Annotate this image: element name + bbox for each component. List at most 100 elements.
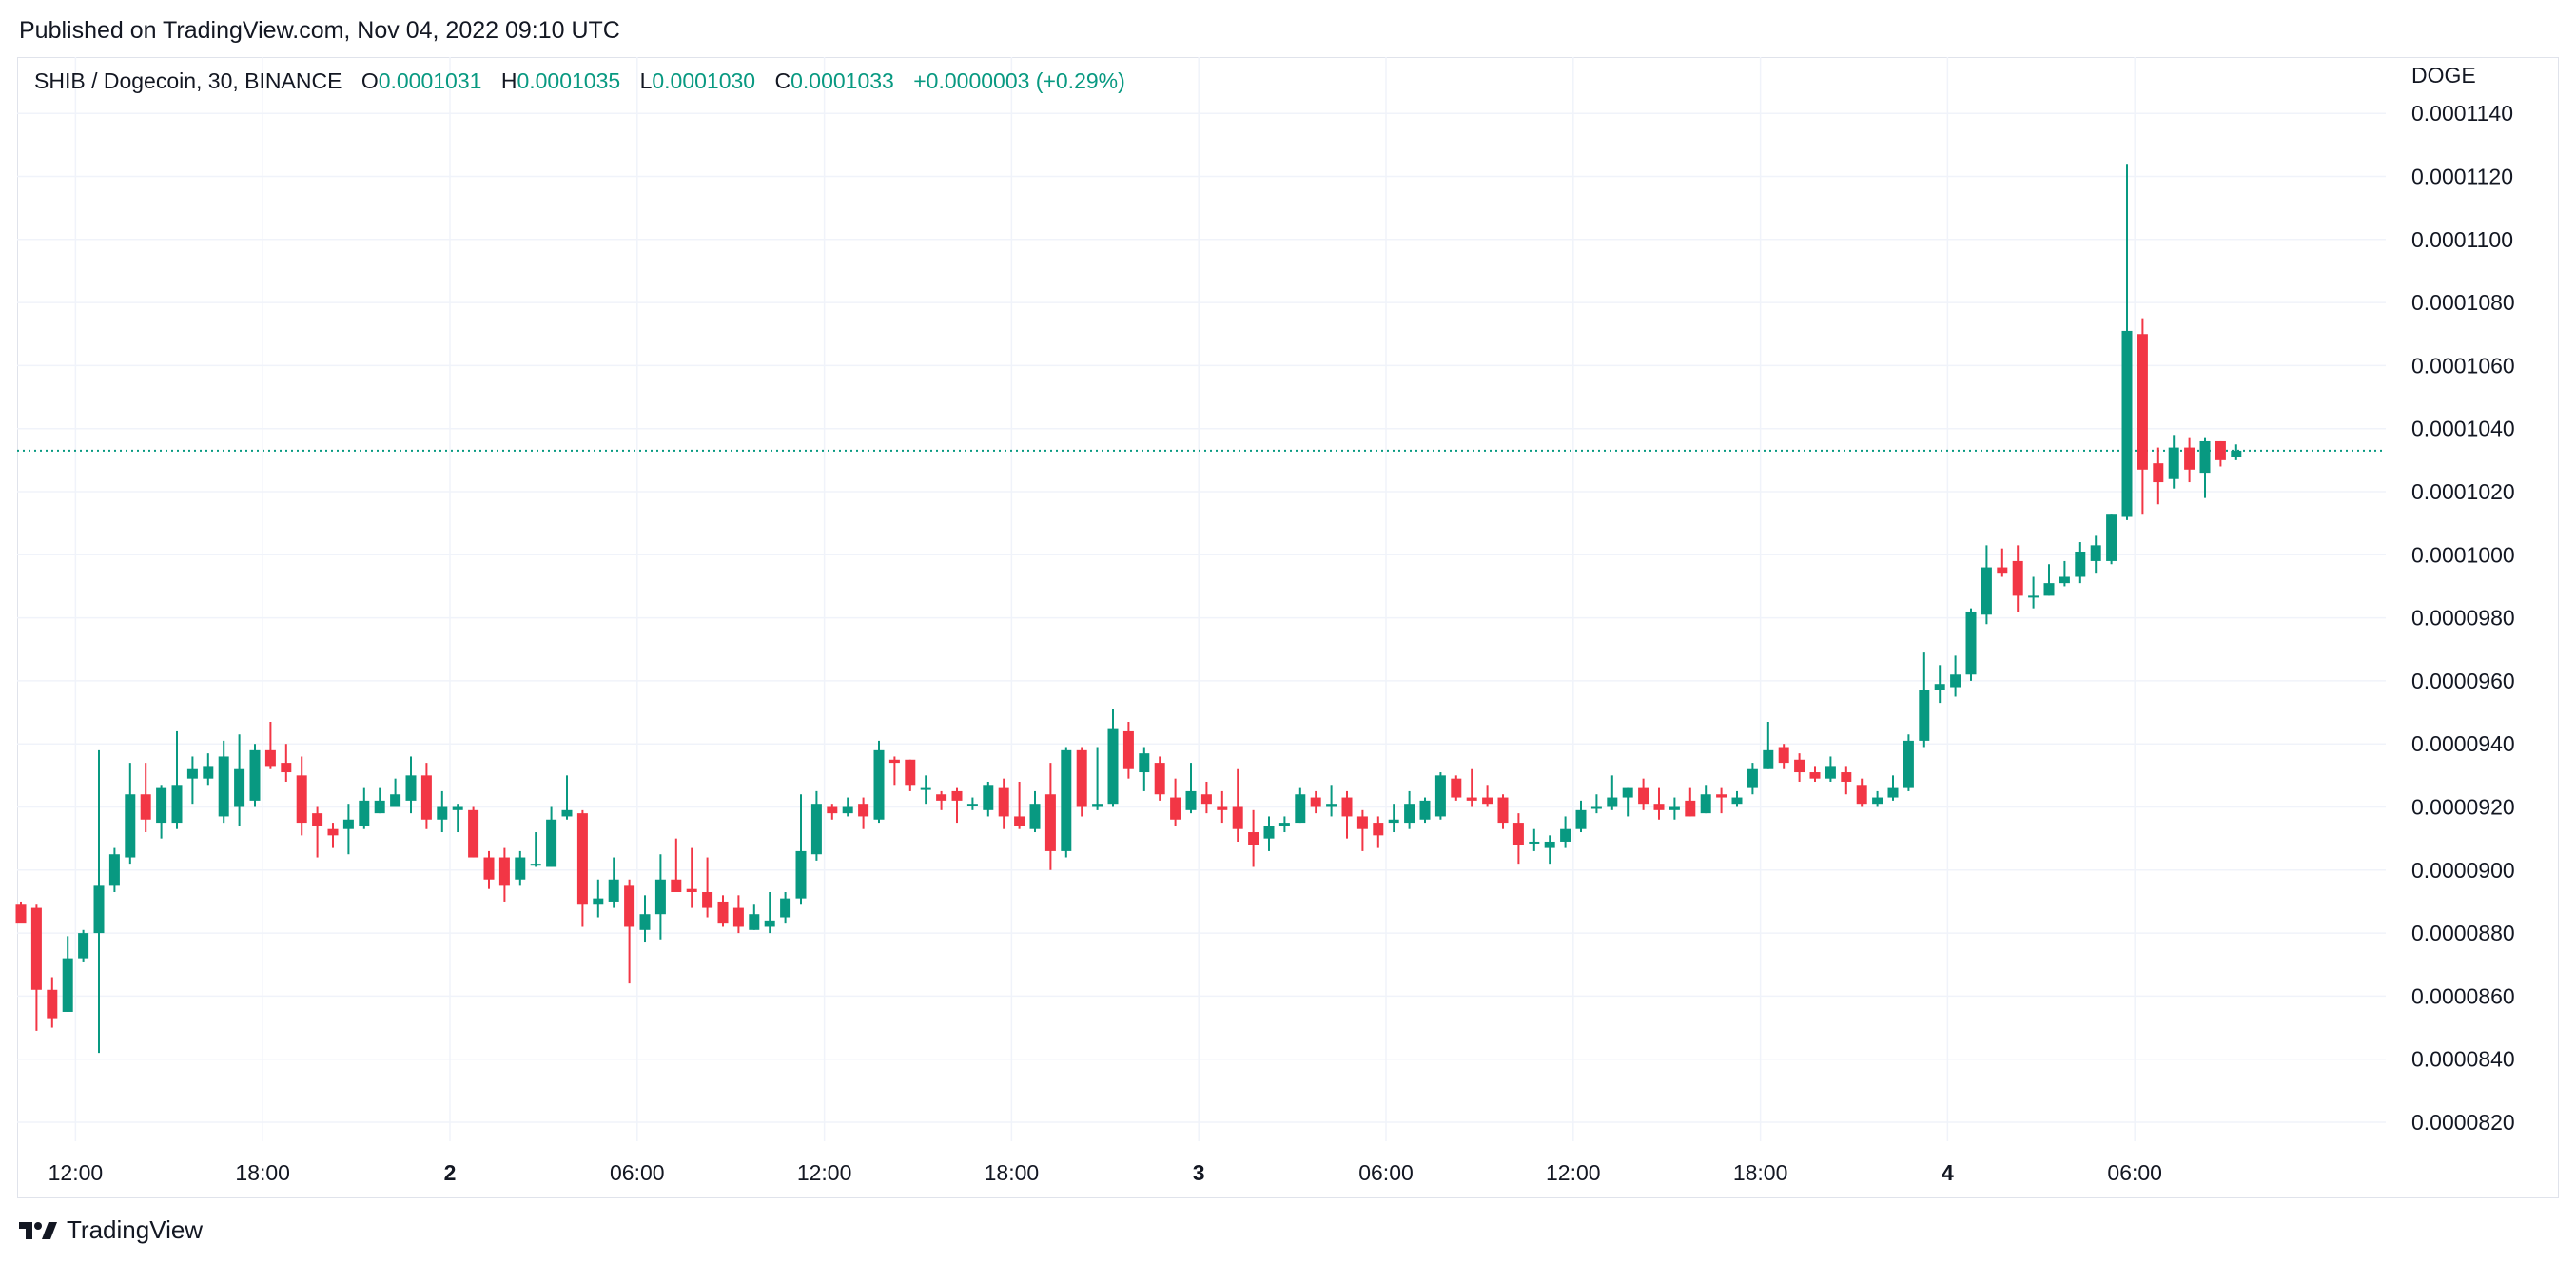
candle[interactable] — [2215, 440, 2226, 467]
candle[interactable] — [1919, 652, 1930, 748]
candle[interactable] — [1076, 747, 1087, 817]
candle[interactable] — [2043, 564, 2055, 596]
candle[interactable] — [1139, 747, 1150, 791]
candle[interactable] — [2075, 542, 2086, 584]
candle[interactable] — [1794, 753, 1805, 782]
candle[interactable] — [47, 977, 58, 1028]
candle[interactable] — [2121, 164, 2133, 520]
candle[interactable] — [1295, 787, 1306, 824]
candle[interactable] — [1497, 794, 1509, 829]
candle[interactable] — [1419, 797, 1431, 824]
candle[interactable] — [1434, 772, 1446, 820]
candle[interactable] — [1716, 787, 1727, 814]
candle[interactable] — [281, 744, 292, 782]
candle[interactable] — [1622, 787, 1633, 817]
candle[interactable] — [905, 759, 916, 791]
candle[interactable] — [686, 847, 697, 908]
candle[interactable] — [1404, 790, 1415, 829]
candle[interactable] — [593, 879, 604, 918]
candle[interactable] — [342, 804, 354, 855]
candle[interactable] — [983, 781, 994, 817]
candle[interactable] — [2199, 437, 2211, 498]
candle[interactable] — [2153, 447, 2164, 505]
candle[interactable] — [1122, 721, 1134, 779]
candle[interactable] — [827, 804, 838, 820]
candle[interactable] — [717, 895, 729, 927]
candle[interactable] — [156, 785, 167, 839]
candle[interactable] — [1607, 775, 1618, 810]
candle[interactable] — [654, 854, 666, 940]
candle[interactable] — [30, 904, 42, 1031]
candle[interactable] — [1451, 775, 1462, 801]
candle[interactable] — [1638, 778, 1649, 810]
candle[interactable] — [452, 804, 463, 833]
candle[interactable] — [576, 809, 588, 927]
candle[interactable] — [1981, 545, 1992, 625]
candle[interactable] — [1248, 809, 1259, 867]
candle[interactable] — [966, 797, 978, 810]
candle[interactable] — [1356, 809, 1368, 851]
candle[interactable] — [780, 892, 791, 924]
candle[interactable] — [888, 756, 900, 786]
candle[interactable] — [1903, 734, 1914, 791]
candle[interactable] — [608, 857, 619, 908]
candle[interactable] — [78, 929, 89, 962]
candle[interactable] — [1341, 790, 1353, 839]
candle[interactable] — [296, 756, 307, 836]
candle[interactable] — [390, 778, 401, 807]
candle[interactable] — [1965, 608, 1977, 681]
candle[interactable] — [2231, 444, 2242, 460]
candle[interactable] — [1778, 744, 1789, 769]
candle[interactable] — [1185, 763, 1197, 814]
candle[interactable] — [1731, 790, 1743, 807]
candle[interactable] — [2106, 514, 2117, 565]
candle[interactable] — [108, 847, 120, 893]
candle[interactable] — [2168, 435, 2179, 489]
candle[interactable] — [842, 797, 853, 817]
candle[interactable] — [1107, 709, 1119, 807]
candle[interactable] — [1154, 756, 1165, 801]
candle[interactable] — [420, 763, 432, 829]
candle[interactable] — [1669, 797, 1680, 820]
candle[interactable] — [62, 936, 73, 1012]
candle[interactable] — [515, 850, 526, 886]
candle[interactable] — [1841, 766, 1852, 795]
candle[interactable] — [624, 879, 635, 984]
candle[interactable] — [1825, 756, 1836, 782]
candle[interactable] — [795, 794, 807, 905]
candle[interactable] — [1200, 781, 1212, 814]
candle[interactable] — [1685, 787, 1696, 817]
candle[interactable] — [186, 756, 198, 805]
candle[interactable] — [1014, 781, 1025, 829]
candle[interactable] — [702, 857, 713, 918]
candle[interactable] — [1529, 828, 1540, 851]
candle[interactable] — [327, 823, 339, 848]
candle[interactable] — [1590, 794, 1602, 814]
candle[interactable] — [1482, 785, 1493, 807]
candle[interactable] — [437, 790, 448, 833]
candle[interactable] — [1310, 790, 1321, 814]
tradingview-brand[interactable]: TradingView — [19, 1215, 203, 1245]
candle[interactable] — [1856, 778, 1867, 807]
candle[interactable] — [920, 775, 931, 805]
candle[interactable] — [998, 778, 1009, 829]
candle[interactable] — [264, 721, 276, 769]
candle[interactable] — [15, 901, 27, 924]
candle[interactable] — [1544, 835, 1555, 865]
candle[interactable] — [1512, 813, 1524, 865]
candle[interactable] — [732, 895, 744, 934]
candle[interactable] — [468, 806, 479, 858]
candle[interactable] — [1092, 747, 1103, 810]
candle[interactable] — [483, 850, 495, 889]
candle[interactable] — [810, 790, 822, 861]
candle[interactable] — [1263, 816, 1275, 851]
candle[interactable] — [359, 787, 370, 829]
candle[interactable] — [405, 756, 417, 814]
candle[interactable] — [171, 730, 183, 829]
candle[interactable] — [1029, 790, 1041, 833]
candle[interactable] — [951, 787, 963, 824]
candle[interactable] — [312, 806, 323, 858]
candle[interactable] — [639, 895, 651, 943]
candle[interactable] — [2184, 437, 2195, 483]
candle[interactable] — [1887, 775, 1899, 801]
